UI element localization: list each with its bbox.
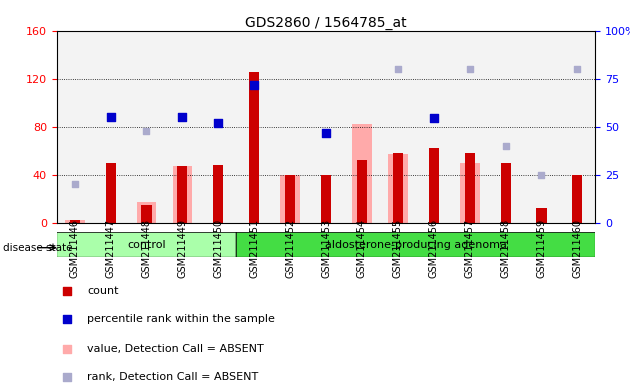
Text: GSM211450: GSM211450 bbox=[214, 219, 223, 278]
Bar bbox=[173, 166, 192, 223]
Text: GSM211460: GSM211460 bbox=[573, 219, 582, 278]
Bar bbox=[285, 175, 295, 223]
Point bbox=[105, 114, 116, 120]
Text: disease state: disease state bbox=[3, 243, 72, 253]
Bar bbox=[214, 165, 223, 223]
Bar bbox=[70, 220, 79, 223]
Point bbox=[572, 66, 582, 72]
Point bbox=[428, 115, 438, 121]
Bar bbox=[308, 31, 344, 223]
Bar bbox=[178, 166, 187, 223]
Bar bbox=[488, 31, 524, 223]
Bar bbox=[137, 202, 156, 223]
Bar bbox=[93, 31, 129, 223]
Point bbox=[483, 38, 493, 44]
Bar bbox=[573, 175, 582, 223]
Text: GSM211451: GSM211451 bbox=[249, 219, 259, 278]
Bar bbox=[344, 31, 380, 223]
Text: rank, Detection Call = ABSENT: rank, Detection Call = ABSENT bbox=[87, 372, 258, 382]
Text: GSM211447: GSM211447 bbox=[106, 219, 115, 278]
Bar bbox=[352, 124, 372, 223]
Bar bbox=[57, 31, 93, 223]
Bar bbox=[524, 31, 559, 223]
FancyBboxPatch shape bbox=[57, 232, 236, 257]
Bar bbox=[142, 205, 151, 223]
Text: GSM211448: GSM211448 bbox=[142, 219, 151, 278]
Bar bbox=[321, 175, 331, 223]
Text: GSM211454: GSM211454 bbox=[357, 219, 367, 278]
Text: GSM211453: GSM211453 bbox=[321, 219, 331, 278]
Bar bbox=[280, 175, 300, 223]
Bar bbox=[452, 31, 488, 223]
Bar bbox=[429, 148, 438, 223]
Bar bbox=[537, 208, 546, 223]
Point bbox=[536, 172, 546, 178]
Point bbox=[141, 127, 151, 134]
Point bbox=[213, 120, 223, 126]
Point bbox=[392, 66, 403, 72]
Bar bbox=[200, 31, 236, 223]
Text: GSM211452: GSM211452 bbox=[285, 219, 295, 278]
Text: control: control bbox=[127, 240, 166, 250]
Point bbox=[483, 291, 493, 297]
Bar bbox=[465, 153, 474, 223]
FancyBboxPatch shape bbox=[236, 232, 595, 257]
Bar bbox=[272, 31, 308, 223]
Bar bbox=[559, 31, 595, 223]
Bar bbox=[236, 31, 272, 223]
Bar bbox=[357, 161, 367, 223]
Text: percentile rank within the sample: percentile rank within the sample bbox=[87, 314, 275, 324]
Bar bbox=[65, 220, 84, 223]
Bar bbox=[460, 163, 479, 223]
Text: GSM211449: GSM211449 bbox=[178, 219, 187, 278]
Text: GSM211457: GSM211457 bbox=[465, 219, 474, 278]
Text: GSM211459: GSM211459 bbox=[537, 219, 546, 278]
Point bbox=[249, 82, 260, 88]
Text: value, Detection Call = ABSENT: value, Detection Call = ABSENT bbox=[87, 344, 264, 354]
Bar bbox=[388, 154, 408, 223]
Text: GSM211455: GSM211455 bbox=[393, 219, 403, 278]
Bar bbox=[393, 153, 403, 223]
Title: GDS2860 / 1564785_at: GDS2860 / 1564785_at bbox=[245, 16, 407, 30]
Point bbox=[500, 143, 510, 149]
Point bbox=[70, 181, 79, 187]
Bar bbox=[129, 31, 164, 223]
Text: GSM211456: GSM211456 bbox=[429, 219, 438, 278]
Bar bbox=[164, 31, 200, 223]
Bar bbox=[380, 31, 416, 223]
Text: GSM211446: GSM211446 bbox=[70, 219, 79, 278]
Text: GSM211458: GSM211458 bbox=[501, 219, 510, 278]
Bar bbox=[501, 163, 510, 223]
Point bbox=[464, 66, 475, 72]
Bar bbox=[106, 163, 115, 223]
Text: aldosterone-producing adenoma: aldosterone-producing adenoma bbox=[325, 240, 507, 250]
Text: count: count bbox=[87, 286, 118, 296]
Bar bbox=[249, 71, 259, 223]
Point bbox=[178, 114, 188, 120]
Bar bbox=[416, 31, 452, 223]
Point bbox=[321, 130, 331, 136]
